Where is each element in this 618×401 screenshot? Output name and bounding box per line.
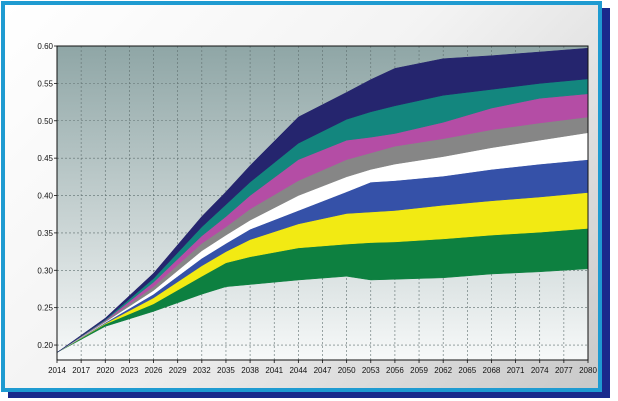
y-tick-label: 0.45 <box>37 154 53 163</box>
x-tick-label: 2035 <box>217 366 235 375</box>
y-axis-ticks: 0.20 0.25 0.30 0.35 0.40 0.45 0.50 0.55 0.60 <box>37 42 57 350</box>
x-tick-label: 2068 <box>483 366 501 375</box>
x-tick-label: 2023 <box>121 366 139 375</box>
y-tick-label: 0.20 <box>37 341 53 350</box>
y-tick-label: 0.35 <box>37 229 53 238</box>
y-tick-label: 0.60 <box>37 42 53 51</box>
x-tick-label: 2014 <box>48 366 66 375</box>
x-tick-label: 2074 <box>531 366 549 375</box>
y-tick-label: 0.30 <box>37 266 53 275</box>
x-tick-label: 2056 <box>386 366 404 375</box>
x-tick-label: 2077 <box>555 366 573 375</box>
x-tick-label: 2050 <box>338 366 356 375</box>
x-axis-ticks: 2014 2017 2020 2023 2026 2029 2032 2035 2038 2041… <box>48 360 597 375</box>
y-tick-label: 0.55 <box>37 79 53 88</box>
x-tick-label: 2026 <box>145 366 163 375</box>
x-tick-label: 2062 <box>434 366 452 375</box>
y-tick-label: 0.50 <box>37 117 53 126</box>
x-tick-label: 2041 <box>265 366 283 375</box>
x-tick-label: 2044 <box>289 366 307 375</box>
y-tick-label: 0.40 <box>37 192 53 201</box>
x-tick-label: 2065 <box>458 366 476 375</box>
x-tick-label: 2053 <box>362 366 380 375</box>
x-tick-label: 2017 <box>72 366 90 375</box>
x-tick-label: 2029 <box>169 366 187 375</box>
x-tick-label: 2071 <box>507 366 525 375</box>
x-tick-label: 2047 <box>314 366 332 375</box>
x-tick-label: 2059 <box>410 366 428 375</box>
x-tick-label: 2038 <box>241 366 259 375</box>
x-tick-label: 2080 <box>579 366 597 375</box>
x-tick-label: 2020 <box>96 366 114 375</box>
y-tick-label: 0.25 <box>37 304 53 313</box>
x-tick-label: 2032 <box>193 366 211 375</box>
